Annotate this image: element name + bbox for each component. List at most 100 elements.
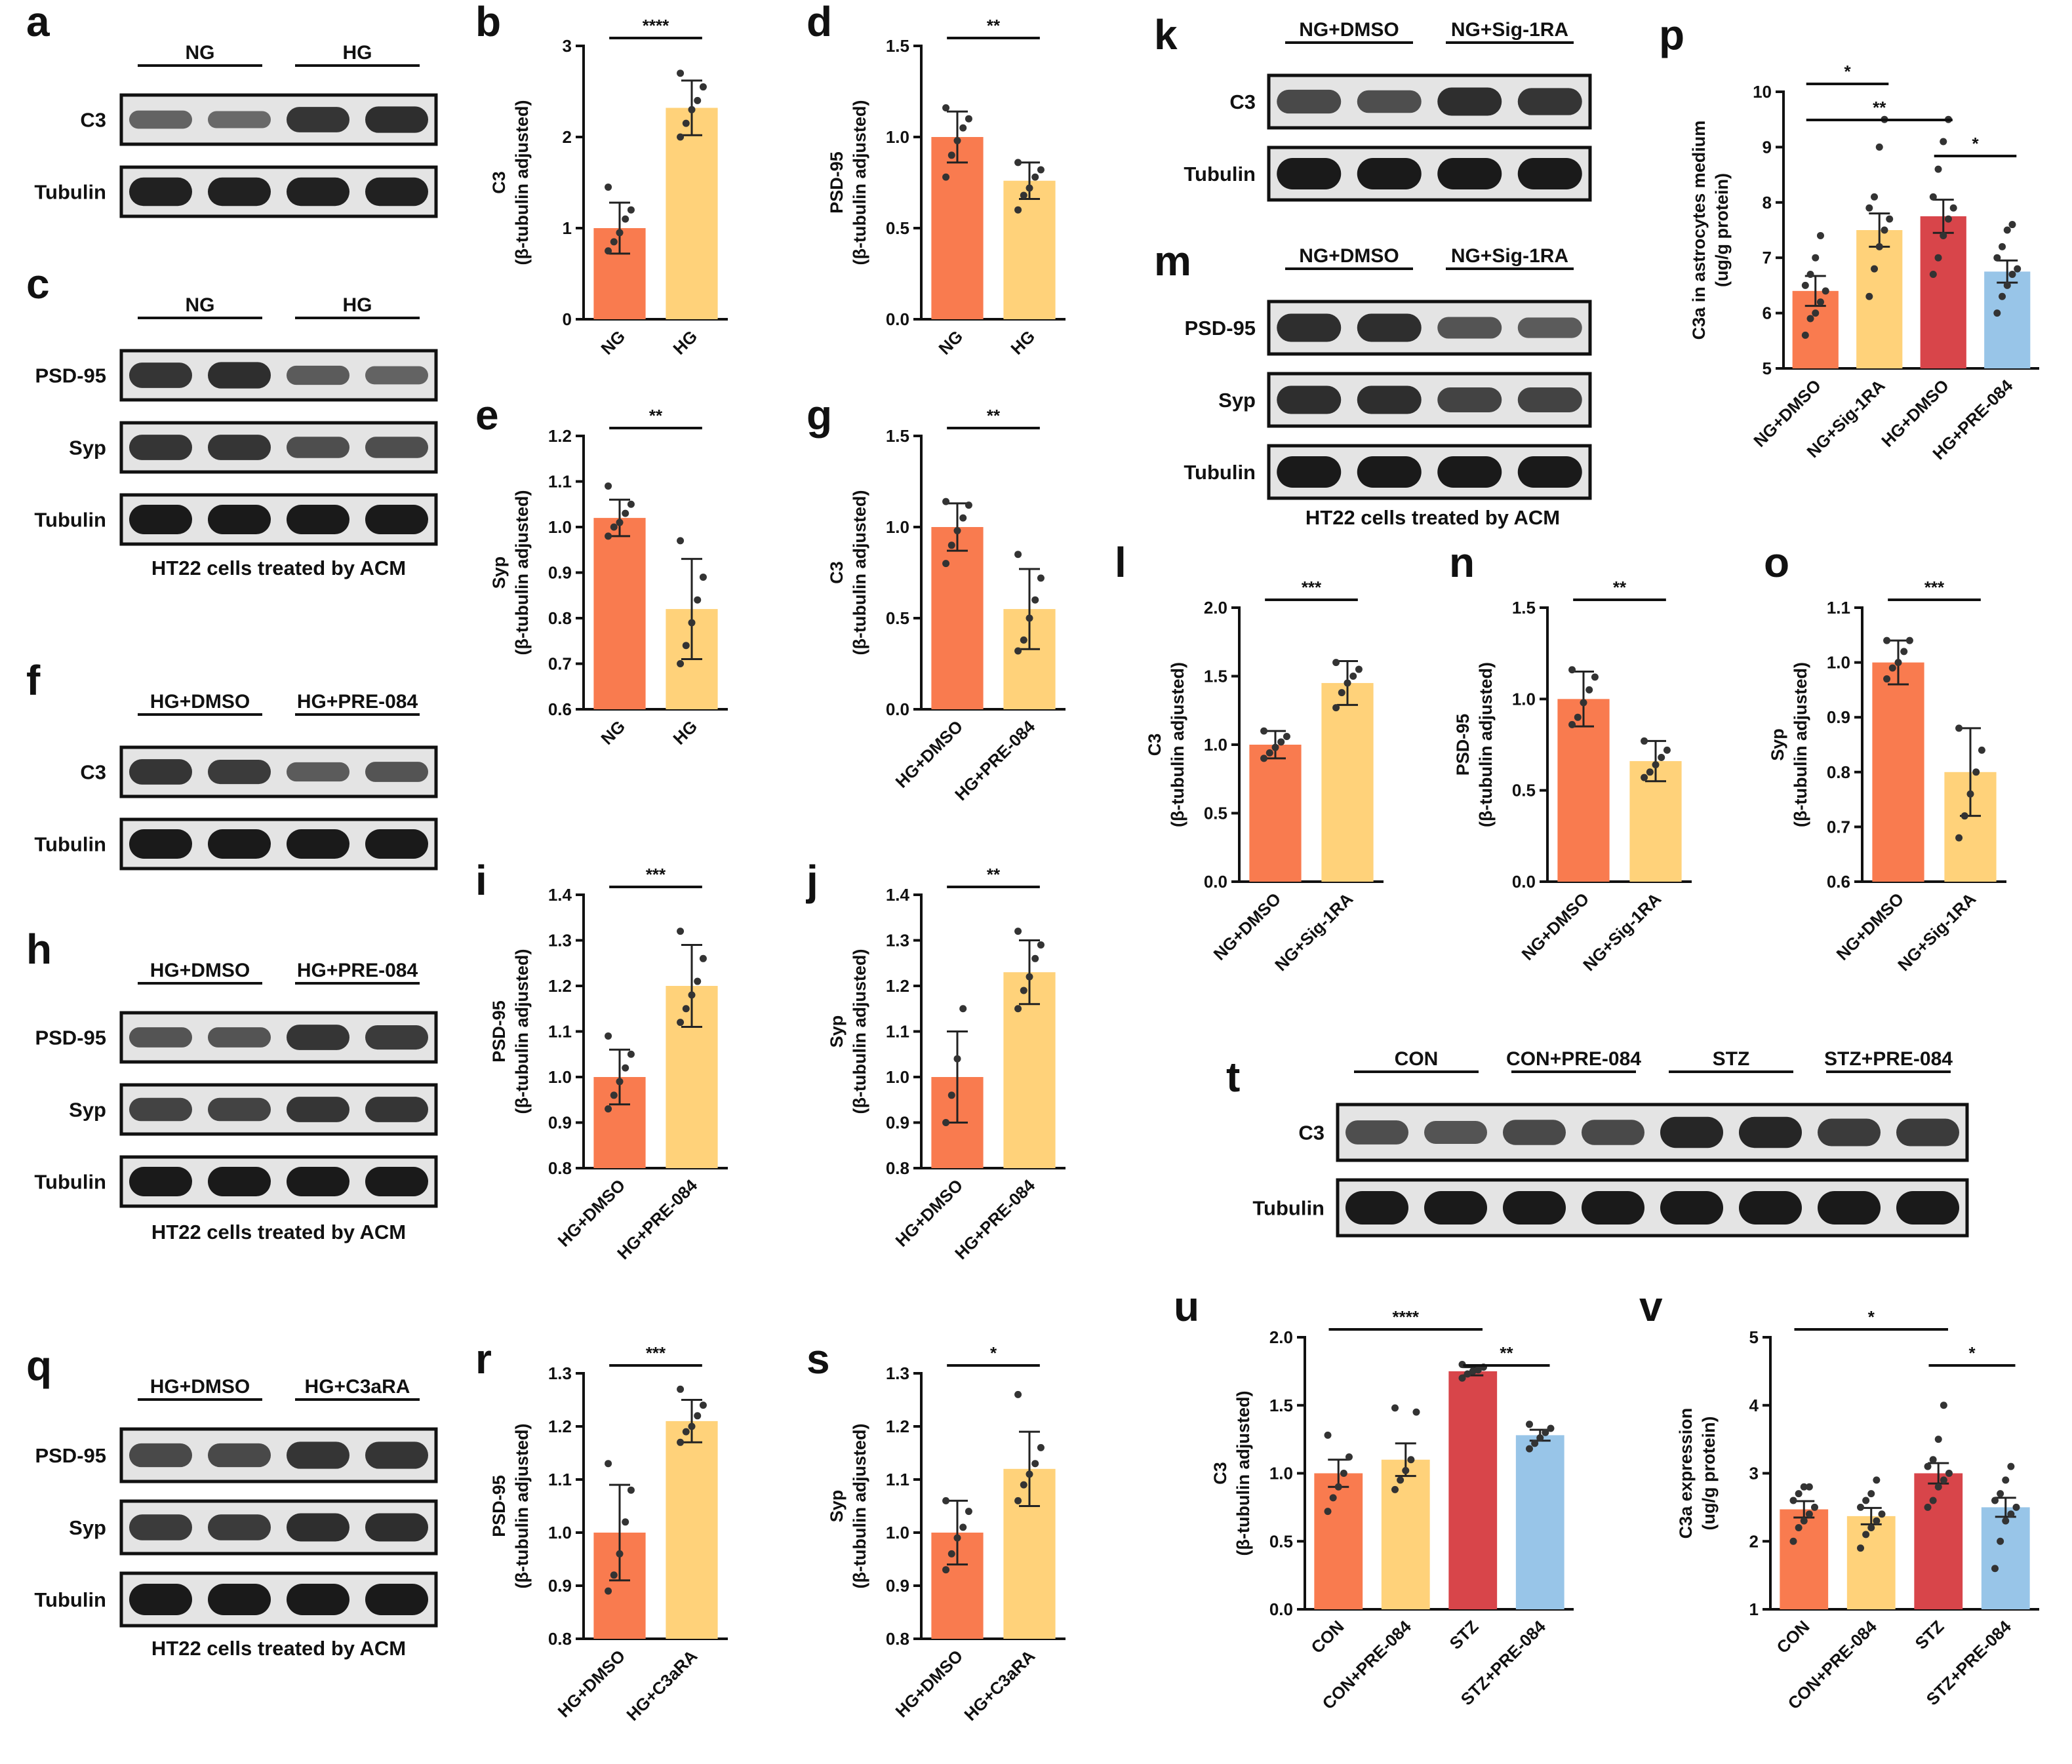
data-point xyxy=(688,106,696,113)
data-point xyxy=(1801,281,1809,289)
y-tick-label: 1.0 xyxy=(1512,689,1536,709)
y-tick-label: 1.0 xyxy=(1827,653,1850,673)
data-point xyxy=(1020,987,1027,994)
y-tick-label: 0.8 xyxy=(548,608,572,628)
data-point xyxy=(610,1571,618,1579)
blot-group-label: HG xyxy=(343,42,372,64)
data-point xyxy=(1894,659,1902,667)
data-point xyxy=(677,1019,685,1027)
x-tick-label: CON xyxy=(1772,1617,1813,1657)
blot-band xyxy=(1345,1120,1408,1145)
y-axis-title: C3a expression xyxy=(1676,1408,1696,1539)
blot-band xyxy=(129,829,192,859)
blot-band xyxy=(208,1584,271,1615)
significance-label: *** xyxy=(1924,578,1945,597)
data-point xyxy=(605,1105,612,1113)
data-point xyxy=(677,1438,685,1446)
y-tick-label: 0.8 xyxy=(548,1158,572,1178)
data-point xyxy=(1929,1497,1937,1504)
western-blot-h: h HG+DMSO HG+PRE-084 PSD-95 Syp Tubulin HT22 c… xyxy=(26,926,438,1244)
blot-row-label: Tubulin xyxy=(1252,1197,1325,1220)
blot-row-label: Tubulin xyxy=(34,509,106,532)
y-tick-label: 0.9 xyxy=(886,1113,909,1133)
data-point xyxy=(965,501,972,509)
blot-band xyxy=(1582,1120,1644,1145)
y-tick-label: 1.0 xyxy=(886,1523,909,1542)
data-point xyxy=(2002,1476,2010,1484)
x-tick-label: NG xyxy=(934,326,966,359)
data-point xyxy=(1585,686,1593,694)
data-point xyxy=(2002,1517,2010,1525)
western-blot-q: q HG+DMSO HG+C3aRA PSD-95 Syp Tubulin HT22 cel… xyxy=(26,1342,438,1660)
data-point xyxy=(1867,1490,1875,1498)
blot-band xyxy=(365,366,428,385)
y-tick-label: 1.0 xyxy=(886,517,909,537)
data-point xyxy=(1349,673,1357,680)
data-point xyxy=(682,1005,690,1013)
western-blot-f: f HG+DMSO HG+PRE-084 C3 Tubulin xyxy=(26,657,438,871)
data-point xyxy=(1329,1494,1337,1502)
blot-band xyxy=(1277,385,1342,414)
data-point xyxy=(605,482,612,490)
blot-row-label: Syp xyxy=(69,437,106,460)
blot-band xyxy=(1503,1191,1566,1225)
blot-band xyxy=(287,1025,349,1050)
data-point xyxy=(694,96,702,104)
blot-group-label: HG+PRE-084 xyxy=(297,960,418,981)
data-point xyxy=(1324,1508,1332,1516)
y-axis-title: C3 xyxy=(1145,734,1165,756)
blot-band xyxy=(365,437,428,458)
y-axis-title: C3 xyxy=(489,171,509,194)
y-tick-label: 1.2 xyxy=(886,976,909,996)
significance-label: **** xyxy=(643,16,669,35)
bar xyxy=(593,518,646,709)
data-point xyxy=(1355,665,1363,673)
blot-band xyxy=(365,829,428,859)
data-point xyxy=(1857,1544,1865,1552)
blot-band xyxy=(365,1167,428,1196)
data-point xyxy=(1997,1490,2004,1498)
data-point xyxy=(1031,173,1039,181)
y-axis-subtitle: (β-tubulin adjusted) xyxy=(850,490,869,656)
data-point xyxy=(1972,768,1980,776)
blot-band xyxy=(365,1441,428,1469)
y-axis-subtitle: (ug/g protein) xyxy=(1712,173,1732,287)
blot-group-label: HG+C3aRA xyxy=(305,1376,410,1398)
bar-chart-b: b 0 1 2 3 C3 (β-tubulin adjusted) NG HG **** xyxy=(475,0,728,359)
blot-group-label: NG+DMSO xyxy=(1299,19,1399,41)
blot-band xyxy=(208,435,271,460)
data-point xyxy=(1037,574,1045,582)
data-point xyxy=(942,498,950,505)
data-point xyxy=(1020,1481,1027,1489)
panel-letter: q xyxy=(26,1342,52,1389)
significance-label: * xyxy=(1972,134,1979,153)
blot-band xyxy=(129,1584,192,1615)
data-point xyxy=(2007,1462,2015,1470)
blot-caption: HT22 cells treated by ACM xyxy=(151,557,406,579)
blot-caption: HT22 cells treated by ACM xyxy=(151,1637,406,1660)
panel-letter: j xyxy=(806,857,818,904)
y-tick-label: 0.5 xyxy=(1269,1531,1293,1551)
bar-chart-i: i 0.8 0.9 1.0 1.1 1.2 1.3 1.4 PSD-95 (β-tubulin a… xyxy=(475,857,728,1263)
y-tick-label: 0.5 xyxy=(1204,804,1227,823)
data-point xyxy=(1929,271,1937,279)
blot-band xyxy=(365,1097,428,1122)
y-tick-label: 0.9 xyxy=(548,1576,572,1596)
y-tick-label: 9 xyxy=(1763,137,1772,157)
western-blot-k: k NG+DMSO NG+Sig-1RA C3 Tubulin xyxy=(1154,11,1592,202)
panel-letter: c xyxy=(26,260,50,307)
y-axis-title: PSD-95 xyxy=(1453,714,1473,776)
data-point xyxy=(677,660,685,667)
data-point xyxy=(1805,1510,1813,1518)
y-tick-label: 0.8 xyxy=(1827,762,1850,782)
data-point xyxy=(1391,1485,1399,1493)
data-point xyxy=(1580,699,1587,707)
blot-band xyxy=(129,110,192,129)
data-point xyxy=(627,206,635,214)
data-point xyxy=(942,173,950,181)
blot-band xyxy=(365,106,428,133)
data-point xyxy=(1334,1483,1342,1491)
y-tick-label: 1.3 xyxy=(886,1363,909,1383)
bar-chart-l: l 0.0 0.5 1.0 1.5 2.0 C3 (β-tubulin adjusted) NG… xyxy=(1115,539,1384,975)
x-tick-label: HG xyxy=(669,326,701,359)
